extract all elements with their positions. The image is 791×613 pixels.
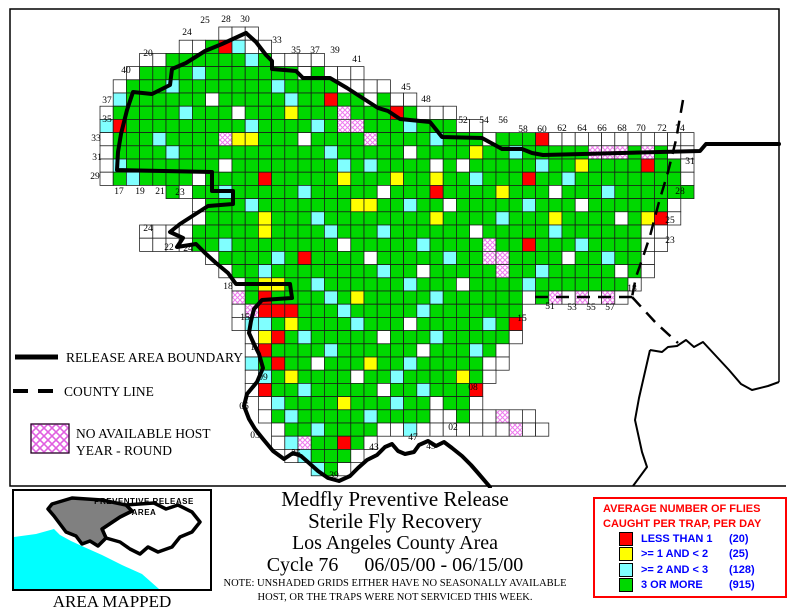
svg-text:57: 57	[605, 303, 615, 313]
svg-text:56: 56	[498, 116, 508, 126]
area-mapped-inset-map: PREVENTIVE RELEASE AREA	[14, 496, 202, 589]
svg-text:40: 40	[121, 66, 131, 76]
svg-text:35: 35	[291, 46, 301, 56]
svg-text:39: 39	[330, 46, 340, 56]
legend-row-3-or-more: 3 OR MORE (915)	[619, 578, 785, 594]
legend-row-2-to-3: >= 2 AND < 3 (128)	[619, 562, 785, 578]
svg-text:29: 29	[90, 172, 100, 182]
svg-text:12: 12	[250, 343, 260, 353]
inset-title-line1: PREVENTIVE RELEASE	[94, 497, 194, 506]
svg-text:37: 37	[102, 96, 112, 106]
svg-text:19: 19	[135, 187, 145, 197]
svg-text:45: 45	[401, 83, 411, 93]
note-line1: NOTE: UNSHADED GRIDS EITHER HAVE NO SEAS…	[223, 578, 567, 589]
cycle-and-dates: Cycle 76 06/05/00 - 06/15/00	[218, 554, 572, 576]
svg-text:51: 51	[545, 302, 555, 312]
svg-text:39: 39	[329, 471, 339, 481]
svg-text:48: 48	[421, 95, 431, 105]
svg-text:24: 24	[143, 224, 153, 234]
svg-text:31: 31	[685, 157, 695, 167]
svg-text:23: 23	[665, 236, 675, 246]
svg-text:23: 23	[175, 188, 185, 198]
title-line3: Los Angeles County Area	[291, 532, 499, 554]
svg-text:24: 24	[182, 28, 192, 38]
svg-text:17: 17	[114, 187, 124, 197]
fly-legend-title-line2: CAUGHT PER TRAP, PER DAY	[603, 517, 762, 530]
svg-text:66: 66	[597, 124, 607, 134]
title-line2: Sterile Fly Recovery	[308, 509, 482, 533]
svg-text:22: 22	[164, 243, 174, 253]
ocean-shape	[14, 529, 159, 589]
svg-text:58: 58	[518, 125, 528, 135]
title-block: Medfly Preventive Release Sterile Fly Re…	[218, 488, 572, 604]
svg-text:06: 06	[239, 402, 249, 412]
no-host-label-line1: NO AVAILABLE HOST	[76, 426, 211, 441]
svg-text:28: 28	[221, 15, 231, 25]
map-legend: RELEASE AREA BOUNDARY COUNTY LINE NO AVA…	[13, 350, 243, 458]
svg-text:24: 24	[183, 244, 193, 254]
svg-text:25: 25	[665, 216, 675, 226]
cyan-swatch	[619, 562, 633, 577]
svg-text:28: 28	[675, 187, 685, 197]
svg-text:41: 41	[352, 55, 362, 65]
svg-text:33: 33	[272, 36, 282, 46]
release-boundary-label: RELEASE AREA BOUNDARY	[66, 350, 243, 365]
fly-count-legend: AVERAGE NUMBER OF FLIES CAUGHT PER TRAP,…	[593, 497, 787, 598]
date-range: 06/05/00 - 06/15/00	[364, 554, 524, 576]
legend-row-less-than-1: LESS THAN 1 (20)	[619, 531, 785, 547]
svg-text:52: 52	[458, 116, 468, 126]
svg-text:35: 35	[102, 115, 112, 125]
svg-text:25: 25	[200, 16, 210, 26]
svg-text:37: 37	[310, 46, 320, 56]
svg-text:33: 33	[91, 134, 101, 144]
svg-text:60: 60	[537, 125, 547, 135]
svg-text:55: 55	[586, 303, 596, 313]
svg-text:70: 70	[636, 124, 646, 134]
green-swatch	[619, 578, 633, 593]
area-mapped-caption: AREA MAPPED	[12, 592, 212, 612]
note-line2: HOST, OR THE TRAPS WERE NOT SERVICED THI…	[257, 592, 533, 603]
svg-text:68: 68	[617, 124, 627, 134]
legend-row-1-to-2: >= 1 AND < 2 (25)	[619, 547, 785, 563]
release-area-shape	[46, 496, 134, 548]
county-line-label: COUNTY LINE	[64, 384, 154, 399]
svg-text:18: 18	[223, 282, 233, 292]
svg-text:35: 35	[291, 449, 301, 459]
svg-text:02: 02	[448, 423, 458, 433]
yellow-swatch	[619, 547, 633, 562]
svg-text:43: 43	[369, 443, 379, 453]
svg-text:47: 47	[408, 433, 418, 443]
no-host-label-line2: YEAR - ROUND	[76, 443, 172, 458]
fly-legend-title-line1: AVERAGE NUMBER OF FLIES	[603, 503, 761, 515]
svg-text:64: 64	[577, 124, 587, 134]
svg-text:08: 08	[468, 383, 478, 393]
svg-text:54: 54	[479, 116, 489, 126]
svg-text:20: 20	[143, 49, 153, 59]
svg-text:15: 15	[240, 313, 250, 323]
svg-text:53: 53	[567, 303, 577, 313]
svg-text:30: 30	[240, 15, 250, 25]
svg-text:49: 49	[426, 442, 436, 452]
svg-text:18: 18	[627, 284, 637, 294]
svg-text:31: 31	[92, 153, 102, 163]
red-swatch	[619, 531, 633, 546]
svg-text:15: 15	[517, 314, 527, 324]
svg-text:62: 62	[557, 124, 567, 134]
area-mapped-box: PREVENTIVE RELEASE AREA	[12, 489, 212, 591]
inset-title-line2: AREA	[132, 508, 157, 517]
svg-text:03: 03	[250, 431, 260, 441]
svg-text:09: 09	[258, 373, 268, 383]
svg-text:21: 21	[155, 187, 165, 197]
svg-text:72: 72	[657, 124, 667, 134]
title-line1: Medfly Preventive Release	[281, 487, 509, 511]
svg-text:74: 74	[675, 124, 685, 134]
cycle-label: Cycle 76	[266, 554, 339, 576]
